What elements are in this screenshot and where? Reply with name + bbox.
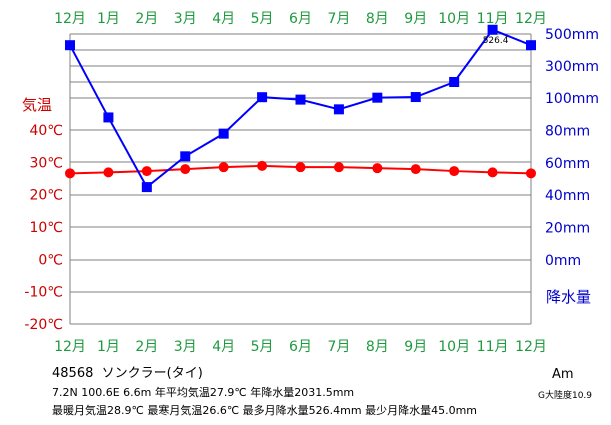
month-label-top: 6月: [289, 11, 312, 27]
month-label-top: 1月: [97, 11, 120, 27]
temperature-point: [218, 162, 229, 173]
temperature-point: [180, 164, 191, 175]
precipitation-point: [65, 40, 75, 51]
month-label-bottom: 4月: [212, 339, 235, 355]
temperature-axis-title: 気温: [22, 96, 52, 114]
precipitation-point: [372, 92, 383, 103]
month-label-top: 12月: [54, 11, 86, 27]
precipitation-point: [449, 77, 460, 87]
precipitation-series: 526.4: [65, 24, 536, 193]
month-label-top: 2月: [135, 11, 158, 27]
temperature-tick-labels: 40℃ 30℃ 20℃ 10℃ 0℃ -10℃ -20℃: [24, 123, 63, 333]
precipitation-tick-label: 500mm: [545, 27, 599, 43]
temperature-tick-label: 10℃: [29, 220, 63, 236]
month-label-bottom: 12月: [54, 339, 86, 355]
temperature-tick-label: 30℃: [29, 155, 63, 171]
precipitation-tick-label: 300mm: [545, 59, 599, 75]
month-label-bottom: 2月: [135, 339, 158, 355]
month-label-bottom: 1月: [97, 339, 120, 355]
temperature-point: [449, 166, 460, 177]
month-label-bottom: 11月: [477, 339, 509, 355]
month-label-top: 8月: [366, 11, 389, 27]
precipitation-point: [257, 92, 268, 103]
precipitation-tick-label: 60mm: [545, 156, 590, 172]
temperature-tick-label: 40℃: [29, 123, 63, 139]
month-label-bottom: 10月: [438, 339, 470, 355]
month-label-top: 3月: [174, 11, 197, 27]
month-labels-top: 12月 1月 2月 3月 4月 5月 6月 7月 8月 9月 10月 11月 12月: [54, 11, 547, 27]
precipitation-tick-label: 20mm: [545, 221, 590, 237]
precipitation-tick-labels: 500mm 300mm 100mm 80mm 60mm 40mm 20mm 0mm: [545, 27, 599, 269]
temperature-point: [333, 162, 344, 173]
temperature-point: [295, 162, 306, 173]
month-label-top: 11月: [477, 11, 509, 27]
temperature-point: [372, 163, 383, 174]
precipitation-point: [180, 151, 191, 162]
month-labels-bottom: 12月 1月 2月 3月 4月 5月 6月 7月 8月 9月 10月 11月 12月: [54, 339, 547, 355]
month-label-bottom: 12月: [515, 339, 547, 355]
precipitation-axis-title: 降水量: [546, 288, 591, 306]
precipitation-tick-label: 100mm: [545, 91, 599, 107]
station-coords-line: 7.2N 100.6E 6.6m 年平均気温27.9℃ 年降水量2031.5mm: [52, 386, 355, 399]
month-label-bottom: 7月: [327, 339, 350, 355]
chart-grid: [70, 33, 531, 325]
temperature-point: [257, 160, 268, 171]
month-label-top: 4月: [212, 11, 235, 27]
precipitation-point: [410, 92, 421, 103]
temperature-tick-label: -10℃: [24, 285, 63, 301]
station-extremes-line: 最暖月気温28.9℃ 最寒月気温26.6℃ 最多月降水量526.4mm 最少月降…: [52, 404, 478, 417]
precipitation-tick-label: 0mm: [545, 253, 581, 269]
precipitation-point: [103, 112, 114, 123]
precipitation-tick-label: 40mm: [545, 188, 590, 204]
precipitation-point: [487, 24, 498, 35]
temperature-point: [526, 168, 536, 179]
station-header: 48568 ソンクラー(タイ): [52, 362, 203, 381]
precipitation-max-label: 526.4: [483, 36, 509, 46]
temperature-point: [487, 167, 498, 178]
temperature-tick-label: 0℃: [38, 252, 63, 268]
month-label-bottom: 6月: [289, 339, 312, 355]
precipitation-point: [141, 182, 152, 193]
temperature-series: [65, 160, 536, 179]
month-label-bottom: 8月: [366, 339, 389, 355]
precipitation-point: [218, 128, 229, 139]
climate-class: Am: [552, 367, 574, 382]
month-label-bottom: 9月: [404, 339, 427, 355]
precipitation-point: [333, 104, 344, 115]
month-label-top: 10月: [438, 11, 470, 27]
continentality-label: G大陸度10.9: [538, 391, 593, 401]
month-label-top: 5月: [251, 11, 274, 27]
chart-axes: [69, 34, 532, 324]
temperature-point: [410, 164, 421, 175]
station-name: ソンクラー(タイ): [101, 366, 203, 381]
station-id: 48568: [52, 366, 94, 381]
precipitation-point: [295, 94, 306, 105]
temperature-tick-label: -20℃: [24, 317, 63, 333]
month-label-top: 12月: [515, 11, 547, 27]
month-label-bottom: 5月: [251, 339, 274, 355]
month-label-top: 9月: [404, 11, 427, 27]
temperature-point: [65, 168, 75, 179]
month-label-bottom: 3月: [174, 339, 197, 355]
temperature-tick-label: 20℃: [29, 188, 63, 204]
precipitation-point: [526, 40, 536, 51]
month-label-top: 7月: [327, 11, 350, 27]
precipitation-tick-label: 80mm: [545, 123, 590, 139]
temperature-point: [103, 167, 114, 178]
temperature-point: [141, 166, 152, 177]
